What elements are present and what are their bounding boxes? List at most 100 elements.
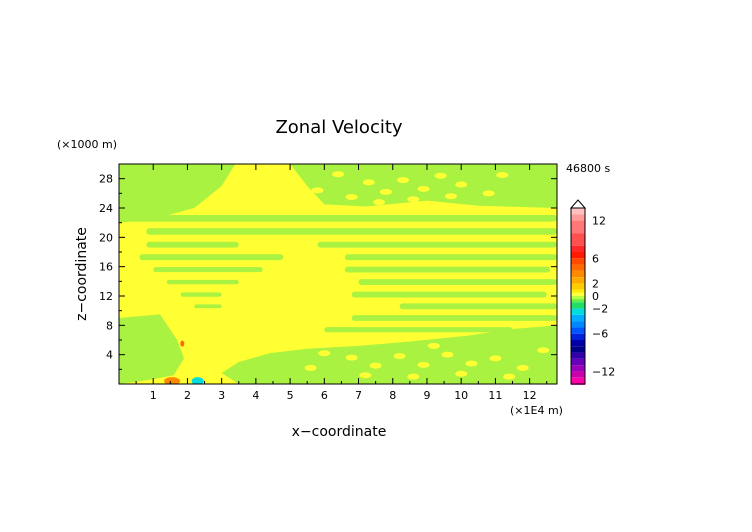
colorbar-level [571, 292, 585, 296]
negative-velocity-band [194, 304, 222, 309]
x-axis-ticks: 1 2 3 4 5 6 7 8 9 10 11 12 [135, 164, 548, 402]
colorbar-tick-label: 12 [592, 215, 606, 228]
negative-velocity-band [180, 292, 222, 297]
positive-velocity-cell [417, 185, 430, 192]
negative-velocity-region [119, 164, 236, 223]
colorbar-level [571, 352, 585, 359]
negative-velocity-band [351, 291, 547, 298]
colorbar-level [571, 208, 585, 215]
field-regions [119, 164, 557, 384]
colorbar-level [571, 314, 585, 322]
colorbar [569, 199, 587, 385]
y-tick-label: 4 [106, 349, 113, 362]
positive-velocity-cell [444, 193, 457, 200]
contour-field [119, 164, 557, 384]
y-axis-title: z−coordinate [74, 227, 90, 321]
positive-velocity-cell [393, 353, 406, 360]
colorbar-level [571, 333, 585, 340]
colorbar-level [571, 277, 585, 284]
positive-velocity-cell [332, 171, 344, 178]
colorbar-level [571, 252, 585, 259]
positive-velocity-cell [503, 373, 516, 380]
colorbar-level [571, 264, 585, 271]
x-tick-label: 7 [355, 389, 362, 402]
y-unit-label: (×1000 m) [57, 138, 117, 151]
x-tick-label: 9 [423, 389, 430, 402]
negative-velocity-region [119, 314, 185, 384]
colorbar-level [571, 214, 585, 221]
positive-velocity-cell [482, 190, 495, 197]
positive-velocity-cell [465, 360, 478, 367]
colorbar-level [571, 258, 585, 265]
positive-velocity-cell [373, 199, 386, 206]
positive-velocity-cell [441, 351, 454, 358]
x-tick-label: 4 [252, 389, 259, 402]
x-tick-label: 5 [287, 389, 294, 402]
colorbar-tick-label: 0 [592, 290, 599, 303]
positive-velocity-cell [379, 188, 392, 195]
positive-velocity-peak [164, 377, 181, 384]
positive-velocity-cell [359, 372, 372, 379]
positive-velocity-cell [516, 364, 529, 371]
negative-velocity-band [317, 241, 557, 248]
colorbar-level [571, 289, 585, 293]
negative-velocity-band [166, 279, 239, 285]
negative-velocity-band [153, 267, 263, 273]
positive-velocity-cell [311, 187, 324, 194]
positive-velocity-cell [345, 194, 358, 200]
positive-velocity-cell [362, 179, 375, 186]
negative-velocity-peak [191, 377, 204, 384]
positive-velocity-cell [455, 370, 468, 377]
colorbar-level [571, 233, 585, 246]
colorbar-level [571, 327, 585, 334]
colorbar-level [571, 220, 585, 234]
y-tick-label: 16 [99, 261, 113, 274]
colorbar-level [571, 371, 585, 378]
x-tick-label: 1 [150, 389, 157, 402]
y-tick-label: 24 [99, 202, 113, 215]
colorbar-level [571, 283, 585, 290]
x-tick-label: 10 [454, 389, 468, 402]
positive-velocity-cell [304, 364, 317, 371]
y-tick-label: 28 [99, 173, 113, 186]
x-axis-title: x−coordinate [292, 424, 387, 440]
colorbar-tick-label: −6 [592, 328, 608, 341]
x-tick-label: 11 [488, 389, 502, 402]
negative-velocity-band [344, 254, 557, 261]
x-tick-label: 8 [389, 389, 396, 402]
positive-velocity-cell [369, 362, 382, 369]
x-tick-label: 12 [523, 389, 537, 402]
colorbar-tick-label: −2 [592, 303, 608, 316]
colorbar-level [571, 270, 585, 278]
colorbar-tick-label: −12 [592, 365, 615, 378]
positive-velocity-cell [434, 172, 447, 179]
positive-velocity-cell [332, 337, 344, 343]
y-tick-label: 12 [99, 290, 113, 303]
x-unit-label: (×1E4 m) [510, 404, 563, 417]
colorbar-level [571, 245, 585, 252]
colorbar-level [571, 377, 585, 384]
colorbar-tick-label: 6 [592, 252, 599, 265]
colorbar-level [571, 299, 585, 303]
colorbar-level [571, 358, 585, 366]
positive-velocity-cell [417, 361, 430, 368]
x-tick-label: 6 [321, 389, 328, 402]
negative-velocity-band [324, 327, 513, 333]
colorbar-level [571, 346, 585, 353]
colorbar-level [571, 308, 585, 315]
colorbar-frame [570, 207, 586, 385]
x-tick-label: 3 [218, 389, 225, 402]
plot-frame [118, 163, 558, 385]
chart-title: Zonal Velocity [275, 117, 402, 138]
positive-velocity-cell [407, 196, 420, 203]
negative-velocity-band [344, 266, 551, 273]
negative-velocity-band [119, 214, 557, 222]
negative-velocity-band [146, 241, 239, 248]
negative-velocity-band [146, 228, 557, 235]
y-tick-label: 8 [106, 319, 113, 332]
time-label: 46800 s [566, 162, 610, 175]
colorbar-level [571, 365, 585, 372]
positive-velocity-cell [397, 177, 410, 184]
colorbar-level [571, 302, 585, 309]
